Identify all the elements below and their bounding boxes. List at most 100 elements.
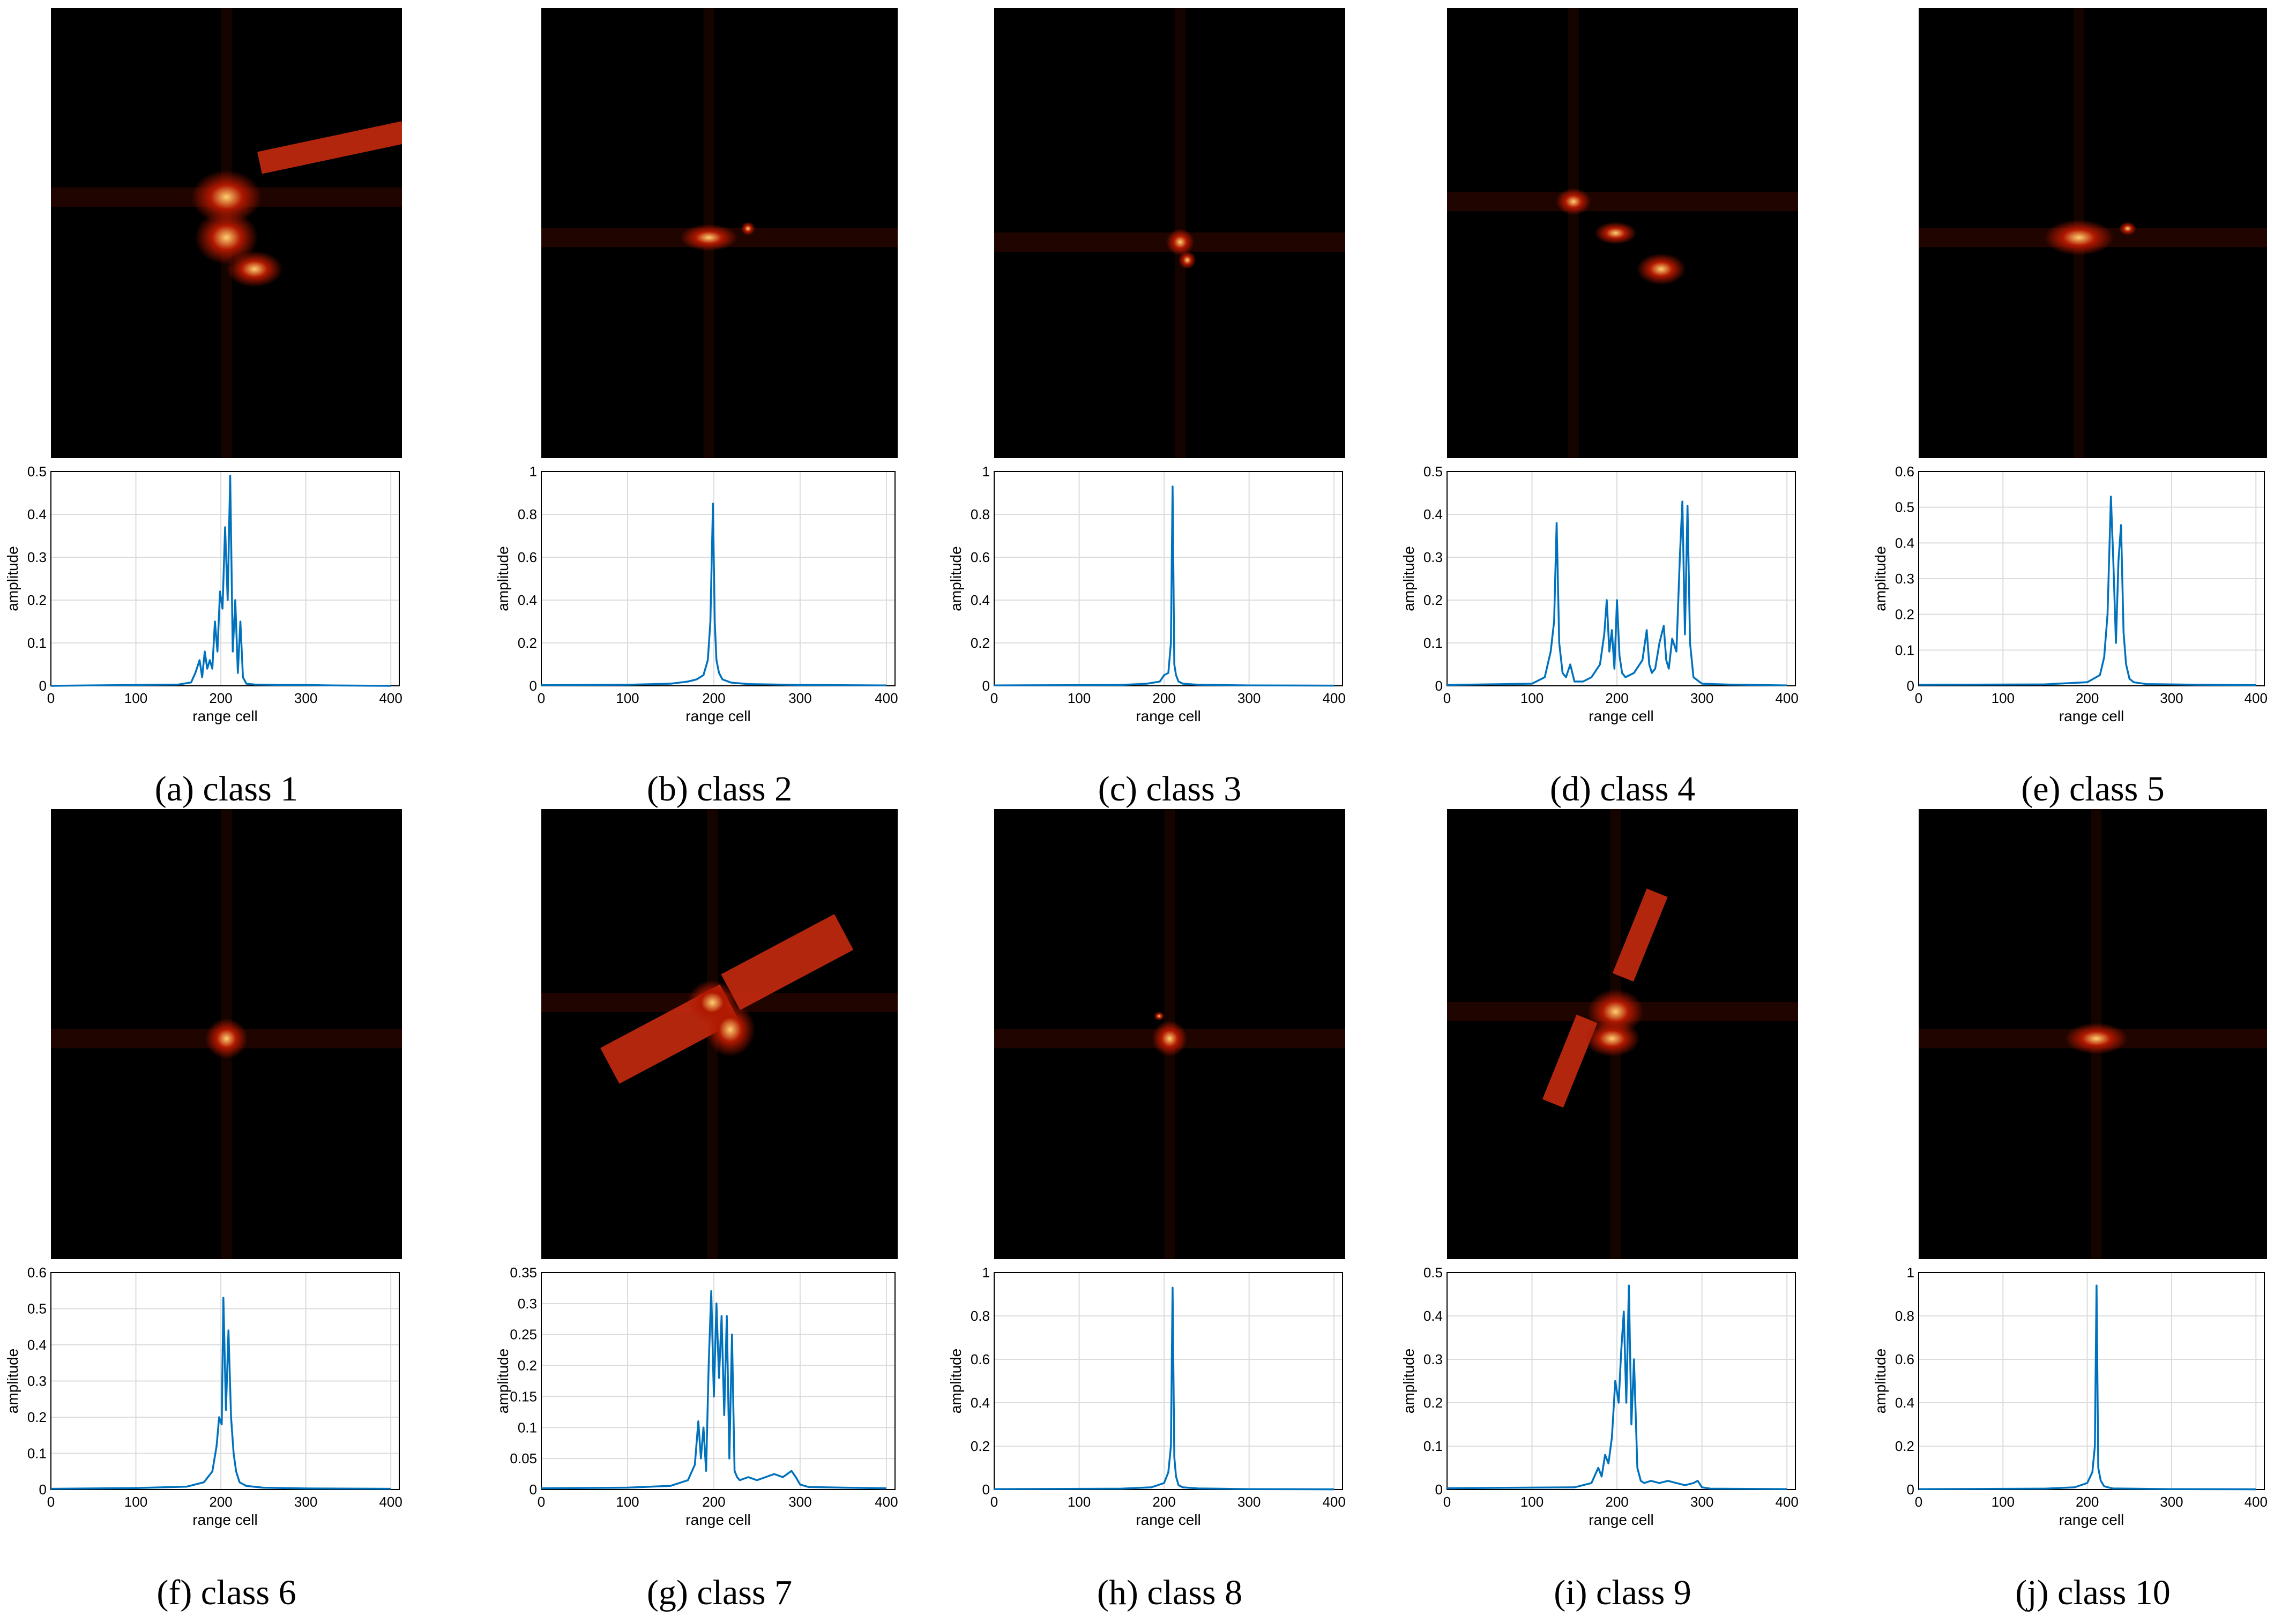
solar-panel-echo [257,121,402,174]
panel-caption-h: (h) class 8 [1097,1573,1243,1612]
hrrp-plot-c: 0 100 200 300 400 0 0.2 0.4 0.6 0.8 1 range cell amp… [948,463,1346,729]
y-tick-label: 1 [530,463,537,480]
scatterer-blob [741,222,755,236]
scatterer-blob [680,224,737,251]
hrrp-line [1918,1284,2256,1491]
x-tick-label: 0 [1443,1494,1451,1510]
y-tick-label: 0.6 [971,1351,990,1367]
x-tick-label: 400 [379,690,402,706]
isar-image-a [51,8,402,458]
solar-panel-echo [1612,888,1668,982]
isar-image-c [994,8,1345,458]
y-tick-label: 0.4 [971,592,990,608]
y-tick-label: 1 [982,463,990,480]
scatterer-blob [205,1018,248,1059]
y-tick-label: 0.1 [1895,642,1914,658]
y-axis-label: amplitude [948,1349,964,1413]
x-tick-label: 0 [1443,690,1451,706]
hrrp-line [994,485,1334,687]
y-tick-label: 0.05 [510,1450,537,1466]
panel-caption-g: (g) class 7 [646,1573,793,1612]
scatterer-blob [2065,1023,2128,1054]
x-tick-label: 200 [1152,690,1175,706]
y-tick-label: 0.25 [510,1327,537,1343]
x-tick-label: 400 [379,1494,402,1510]
y-tick-label: 0.3 [1423,549,1443,565]
solar-panel-echo [721,914,854,1011]
x-tick-label: 100 [1068,1494,1091,1510]
x-tick-label: 100 [616,690,639,706]
x-tick-label: 0 [538,690,545,706]
hrrp-line [1447,500,1787,686]
x-tick-label: 200 [1605,690,1628,706]
y-tick-label: 0.6 [1895,463,1914,480]
y-tick-label: 0 [982,678,990,694]
x-tick-label: 0 [1915,690,1922,706]
y-tick-label: 0.35 [510,1264,537,1281]
y-tick-label: 0 [982,1481,990,1498]
x-axis-label: range cell [1136,708,1201,724]
y-tick-label: 0.4 [27,506,47,522]
x-tick-label: 200 [209,1494,232,1510]
y-tick-label: 0.6 [27,1264,47,1281]
scatterer-blob [1154,1012,1165,1021]
x-tick-label: 100 [616,1494,639,1510]
y-tick-label: 0 [1907,1481,1914,1498]
isar-image-i [1447,809,1798,1259]
axes-box [994,1272,1343,1490]
x-axis-label: range cell [685,708,750,724]
panel-caption-f: (f) class 6 [156,1573,296,1612]
y-axis-label: amplitude [1400,546,1417,611]
x-axis-label: range cell [1589,708,1653,724]
y-tick-label: 0.2 [1895,1438,1914,1454]
isar-image-g [541,809,898,1259]
x-tick-label: 200 [209,690,232,706]
y-tick-label: 0 [39,1481,47,1498]
x-tick-label: 200 [2076,1494,2099,1510]
scatterer-blob [1584,1020,1641,1057]
isar-image-j [1919,809,2267,1259]
y-axis-label: amplitude [948,546,964,611]
hrrp-plot-f: 0 100 200 300 400 0 0.1 0.2 0.3 0.4 0.5 0.6 range ce… [4,1264,402,1532]
x-tick-label: 100 [1520,1494,1544,1510]
y-tick-label: 0.4 [1423,1308,1443,1324]
x-tick-label: 0 [538,1494,545,1510]
y-tick-label: 0.6 [518,549,537,565]
axes-box [1918,471,2265,686]
panel-caption-d: (d) class 4 [1549,769,1696,809]
x-tick-label: 0 [1915,1494,1922,1510]
x-tick-label: 200 [1152,1494,1175,1510]
y-tick-label: 0 [1435,1481,1443,1498]
y-tick-label: 0 [530,678,537,694]
x-axis-label: range cell [1589,1511,1653,1528]
axes-box [1447,471,1796,686]
y-tick-label: 0.6 [971,549,990,565]
scatterer-blob [1594,222,1637,244]
hrrp-line [50,1297,391,1490]
y-axis-label: amplitude [4,1349,21,1413]
hrrp-line [1918,495,2256,686]
scatterer-blob [1166,228,1195,256]
x-tick-label: 400 [875,690,898,706]
axes-box [541,471,896,686]
y-tick-label: 0 [1907,678,1914,694]
y-tick-label: 0 [1435,678,1443,694]
y-tick-label: 0.4 [27,1337,47,1353]
y-tick-label: 0.2 [518,635,537,651]
x-tick-label: 300 [1237,1494,1261,1510]
x-tick-label: 300 [1237,690,1261,706]
x-axis-label: range cell [192,1511,257,1528]
x-tick-label: 300 [294,1494,317,1510]
hrrp-plot-e: 0 100 200 300 400 0 0.1 0.2 0.3 0.4 0.5 0.6 range ce… [1872,463,2268,729]
x-tick-label: 200 [1605,1494,1628,1510]
isar-image-e [1919,8,2267,458]
x-tick-label: 300 [788,1494,811,1510]
sidelobe-horizontal [1447,192,1798,212]
y-axis-label: amplitude [1400,1349,1417,1413]
x-tick-label: 400 [2245,1494,2268,1510]
y-tick-label: 0.3 [27,549,47,565]
hrrp-plot-g: 0 100 200 300 400 0 0.05 0.1 0.15 0.2 0.25 0.3 0.35 r… [495,1264,898,1532]
y-tick-label: 1 [982,1264,990,1281]
x-tick-label: 100 [124,690,147,706]
y-tick-label: 0.1 [518,1419,537,1435]
